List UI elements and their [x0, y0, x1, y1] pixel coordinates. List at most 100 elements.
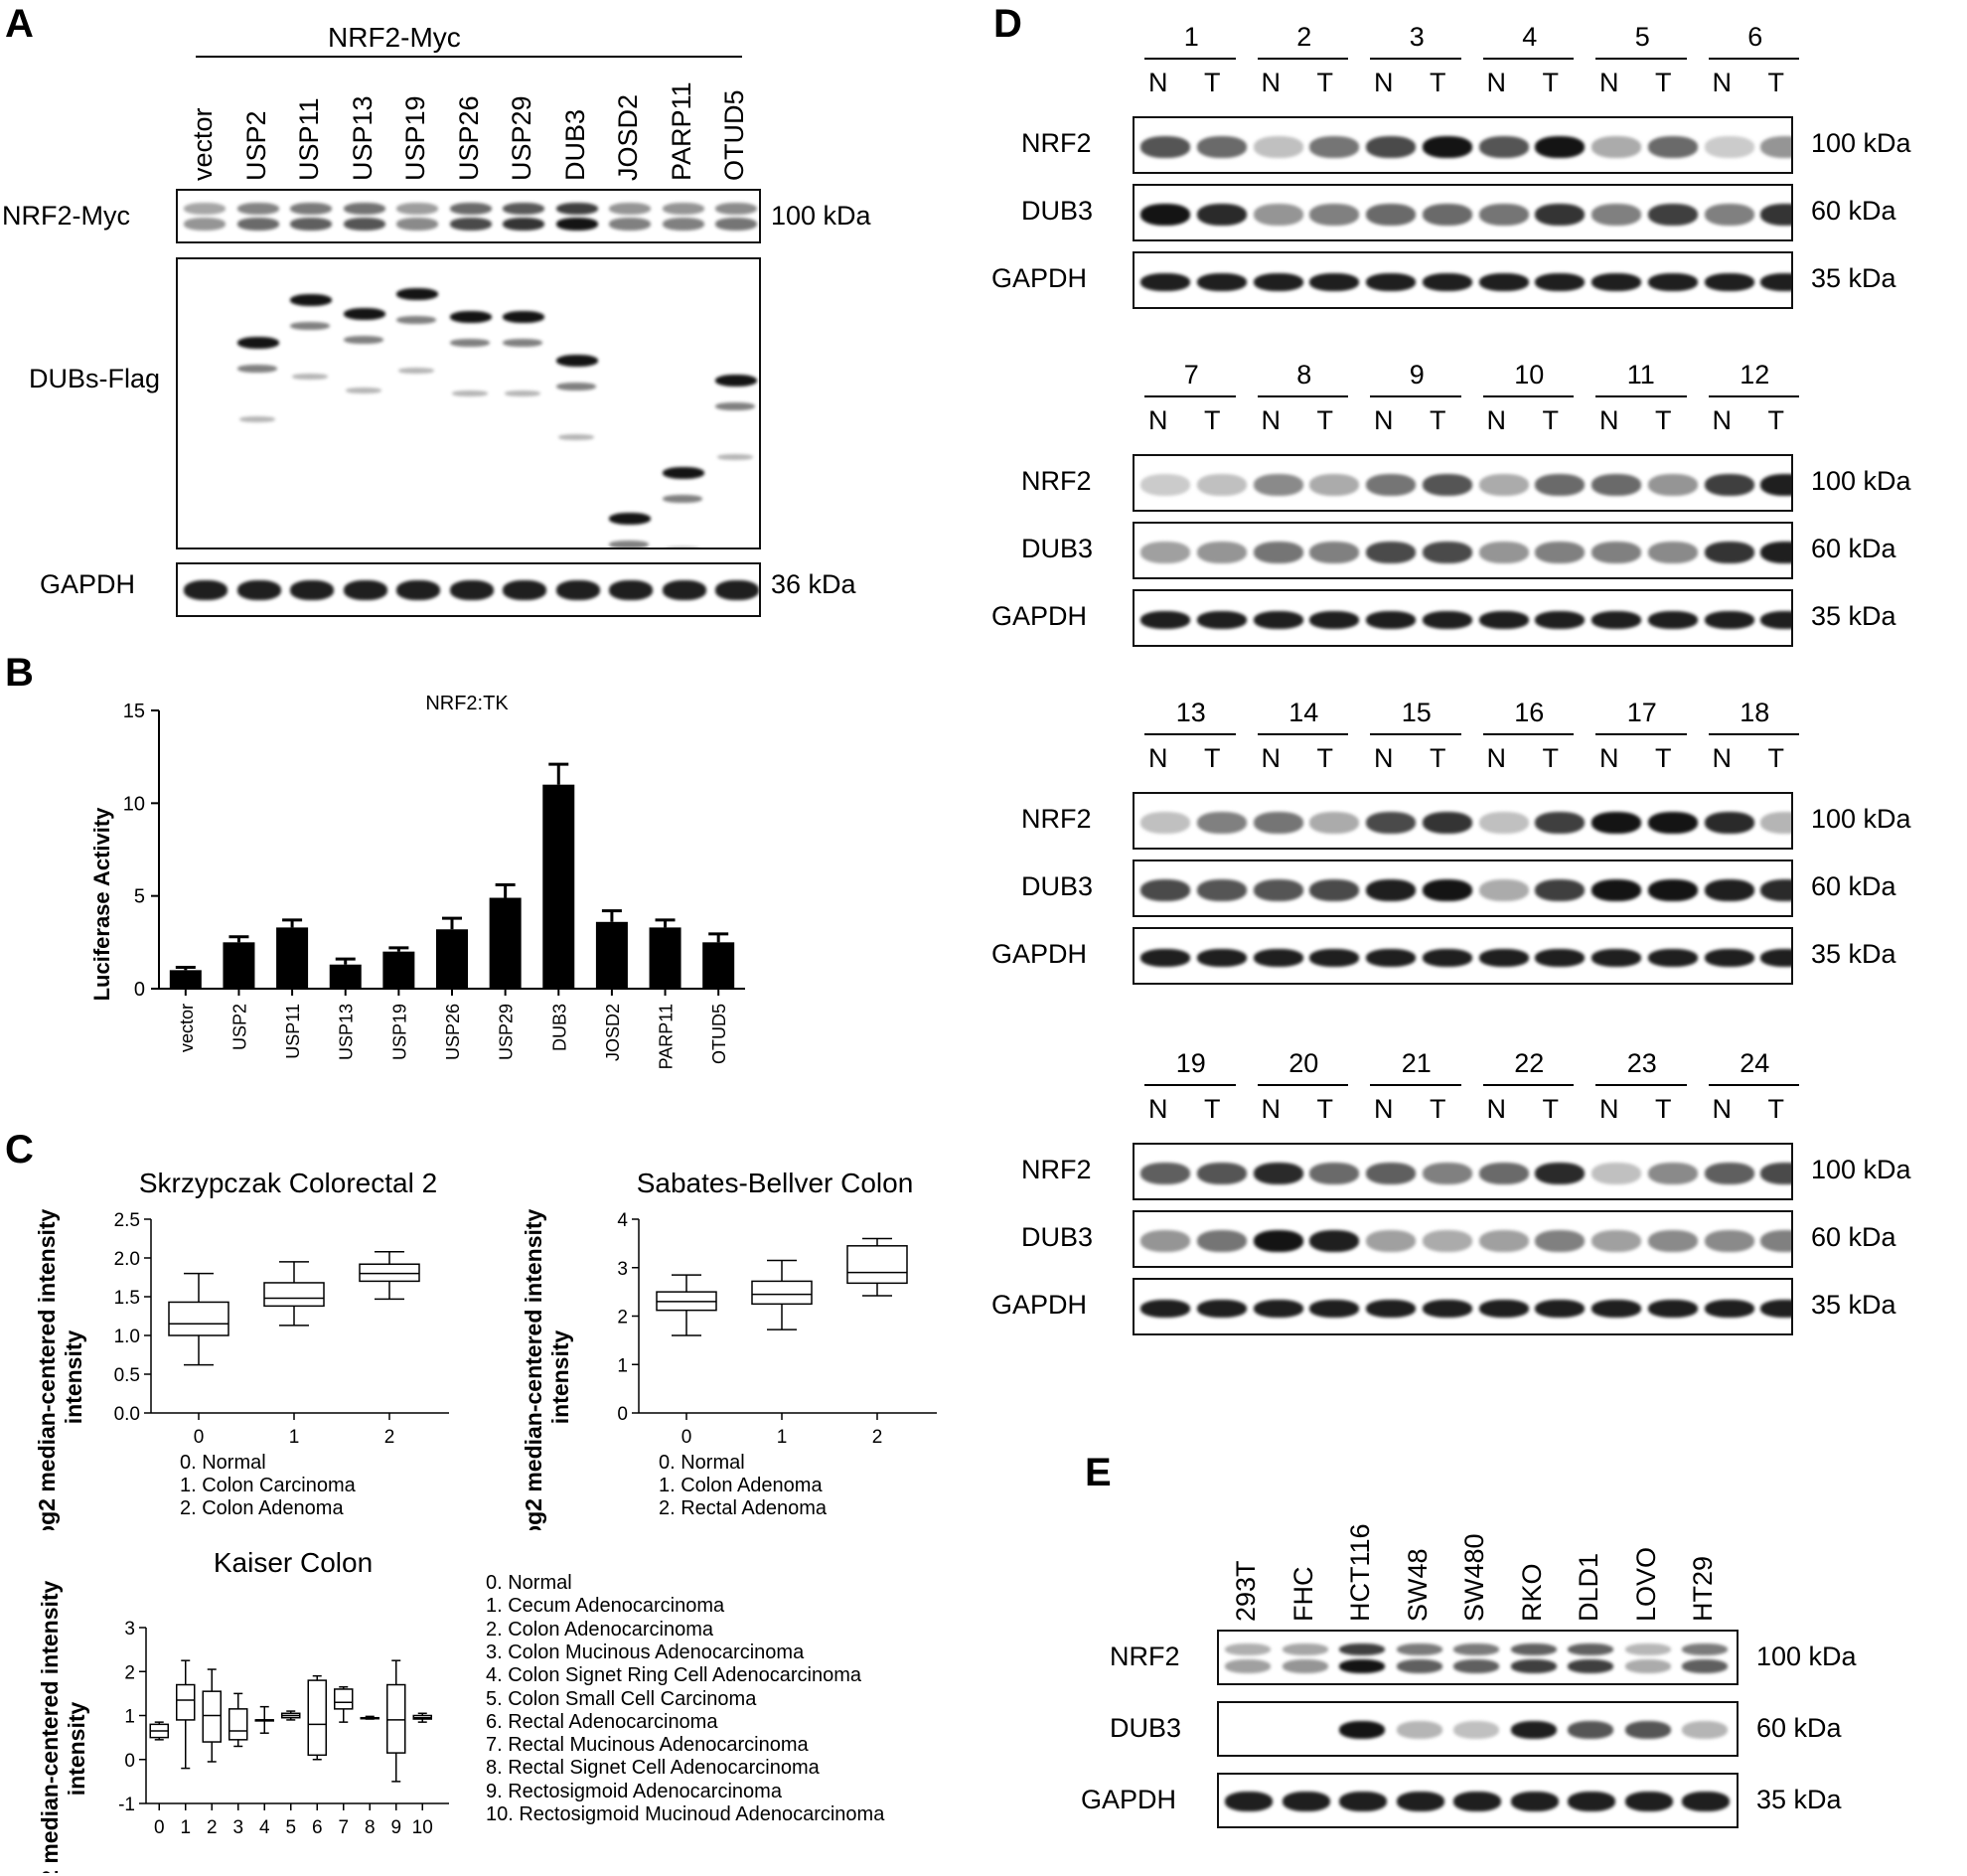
d-band — [1478, 1230, 1529, 1252]
d-band — [1422, 1230, 1472, 1252]
b-y-axis-label: Luciferase Activity — [89, 807, 114, 1002]
d-band — [1478, 879, 1529, 901]
a-nrf2-band — [184, 218, 226, 231]
d-blot-gapdh — [1133, 1278, 1793, 1335]
a-row-label-nrf2-myc: NRF2-Myc — [2, 201, 130, 231]
e-dub3-band — [1682, 1721, 1728, 1739]
d-kda-label: 100 kDa — [1811, 466, 1911, 496]
e-nrf2-band — [1510, 1643, 1557, 1655]
e-nrf2-band — [1396, 1659, 1442, 1673]
d-lane-label-n: N — [1712, 1094, 1733, 1124]
d-lane-label-n: N — [1712, 405, 1733, 435]
a-blot-gapdh — [176, 562, 761, 617]
a-flag-band — [449, 311, 492, 324]
d-band — [1309, 204, 1360, 226]
b-bar — [649, 927, 681, 989]
a-flag-band-minor — [503, 339, 542, 348]
d-sample-underline — [1370, 58, 1461, 60]
b-plot-area: 0 5 10 15 vector USP2 USP11 USP13 USP19 USP26 USP2… — [123, 701, 745, 1069]
d-band — [1478, 1300, 1529, 1318]
d-sample-number: 17 — [1626, 698, 1657, 727]
d-band — [1704, 204, 1754, 226]
d-band — [1422, 474, 1472, 496]
e-kda-gapdh: 35 kDa — [1756, 1785, 1842, 1814]
d-band — [1704, 879, 1754, 901]
d-band — [1704, 474, 1754, 496]
c-legend-item: 0. Normal — [659, 1452, 745, 1474]
d-lane-label-t: T — [1430, 405, 1446, 435]
a-lane-label: vector — [188, 107, 218, 181]
e-lane-label: RKO — [1516, 1563, 1547, 1622]
d-lane-label-n: N — [1148, 743, 1168, 773]
a-nrf2-band — [449, 203, 492, 215]
d-band — [1704, 1230, 1754, 1252]
d-band — [1535, 273, 1586, 291]
e-lane-label: DLD1 — [1574, 1552, 1603, 1622]
d-lane-label-t: T — [1430, 743, 1446, 773]
d-band — [1591, 542, 1641, 563]
d-band — [1140, 812, 1190, 834]
d-blot-dub3 — [1133, 522, 1793, 579]
d-sample-underline — [1144, 395, 1236, 397]
b-x-tick-label: USP13 — [337, 1004, 357, 1060]
d-band — [1760, 1163, 1791, 1184]
a-lane-label: USP29 — [507, 95, 536, 181]
e-gapdh-band — [1510, 1792, 1559, 1811]
a-nrf2-band — [715, 203, 757, 215]
d-band — [1591, 1163, 1641, 1184]
d-band — [1309, 1163, 1360, 1184]
d-blot-gapdh — [1133, 251, 1793, 309]
d-sample-underline — [1257, 395, 1348, 397]
d-lane-label-t: T — [1204, 743, 1221, 773]
d-band — [1535, 204, 1586, 226]
a-gapdh-band — [609, 580, 653, 600]
d-band — [1366, 812, 1416, 834]
a-flag-band-minor — [292, 373, 328, 380]
e-blot-nrf2 — [1217, 1630, 1739, 1685]
a-flag-band-minor — [238, 416, 275, 423]
c-box — [846, 1245, 908, 1285]
a-nrf2-band — [503, 203, 544, 215]
d-band — [1704, 1300, 1754, 1318]
d-band — [1366, 542, 1416, 563]
c-legend-item: 6. Rectal Adenocarcinoma — [486, 1710, 718, 1733]
d-lane-label-n: N — [1599, 68, 1619, 97]
d-lane-label-n: N — [1599, 1094, 1619, 1124]
d-band — [1196, 136, 1247, 158]
d-sample-underline — [1257, 1084, 1348, 1086]
e-dub3-band — [1453, 1721, 1499, 1739]
d-band — [1140, 1300, 1190, 1318]
c-box — [263, 1282, 325, 1308]
c1-plot-area: 0.0 0.5 1.0 1.5 2.0 2.5 0 1 2 — [114, 1210, 449, 1448]
d-band — [1422, 879, 1472, 901]
d-lane-label-t: T — [1767, 1094, 1785, 1124]
e-row-label-nrf2: NRF2 — [1110, 1642, 1180, 1671]
c-x-tick-label: 7 — [338, 1817, 349, 1838]
c-box-chart-skrzypczak: Skrzypczak Colorectal 2 log2 median-cent… — [34, 1168, 449, 1530]
b-x-tick-label: DUB3 — [549, 1004, 569, 1051]
c-y-tick-label: -1 — [118, 1795, 135, 1815]
a-nrf2-band — [503, 218, 544, 231]
d-lane-label-n: N — [1148, 405, 1168, 435]
c-box — [307, 1679, 327, 1757]
d-band — [1535, 949, 1586, 967]
c-legend-item: 0. Normal — [180, 1452, 266, 1474]
d-blot-nrf2 — [1133, 116, 1793, 174]
d-lane-label-n: N — [1261, 743, 1282, 773]
d-band — [1309, 136, 1360, 158]
d-lane-label-n: N — [1486, 68, 1507, 97]
d-row-label: GAPDH — [991, 601, 1088, 631]
b-y-tick-label: 10 — [123, 793, 145, 815]
d-sample-number: 15 — [1401, 698, 1432, 727]
d-band — [1535, 474, 1586, 496]
d-sample-number: 24 — [1740, 1048, 1770, 1078]
d-lane-label-t: T — [1316, 743, 1334, 773]
e-nrf2-band — [1282, 1643, 1328, 1655]
a-nrf2-band — [236, 203, 279, 215]
e-nrf2-band — [1396, 1643, 1442, 1655]
d-row-label: GAPDH — [991, 1290, 1088, 1320]
e-nrf2-band — [1682, 1643, 1728, 1655]
b-bar — [382, 951, 415, 989]
d-lane-label-t: T — [1542, 405, 1560, 435]
a-flag-band-minor — [451, 391, 488, 397]
